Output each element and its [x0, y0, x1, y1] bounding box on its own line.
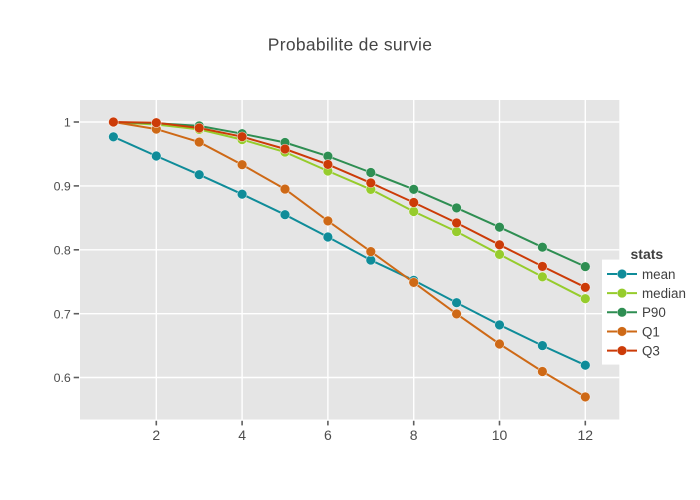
svg-text:1: 1 — [64, 116, 71, 130]
svg-text:0.6: 0.6 — [54, 371, 71, 385]
svg-text:0.7: 0.7 — [54, 307, 71, 321]
svg-text:0.8: 0.8 — [54, 244, 71, 258]
svg-text:Probabilite de survie: Probabilite de survie — [268, 34, 432, 54]
svg-text:8: 8 — [410, 427, 418, 443]
svg-text:0.9: 0.9 — [54, 180, 71, 194]
svg-text:median: median — [642, 286, 686, 301]
svg-text:2: 2 — [152, 427, 160, 443]
svg-text:12: 12 — [578, 427, 594, 443]
svg-text:4: 4 — [238, 427, 246, 443]
svg-text:mean: mean — [642, 267, 676, 282]
svg-text:Q3: Q3 — [642, 343, 660, 358]
svg-text:stats: stats — [631, 246, 664, 262]
svg-text:P90: P90 — [642, 305, 666, 320]
svg-text:Q1: Q1 — [642, 324, 660, 339]
svg-text:10: 10 — [492, 427, 508, 443]
svg-text:6: 6 — [324, 427, 332, 443]
